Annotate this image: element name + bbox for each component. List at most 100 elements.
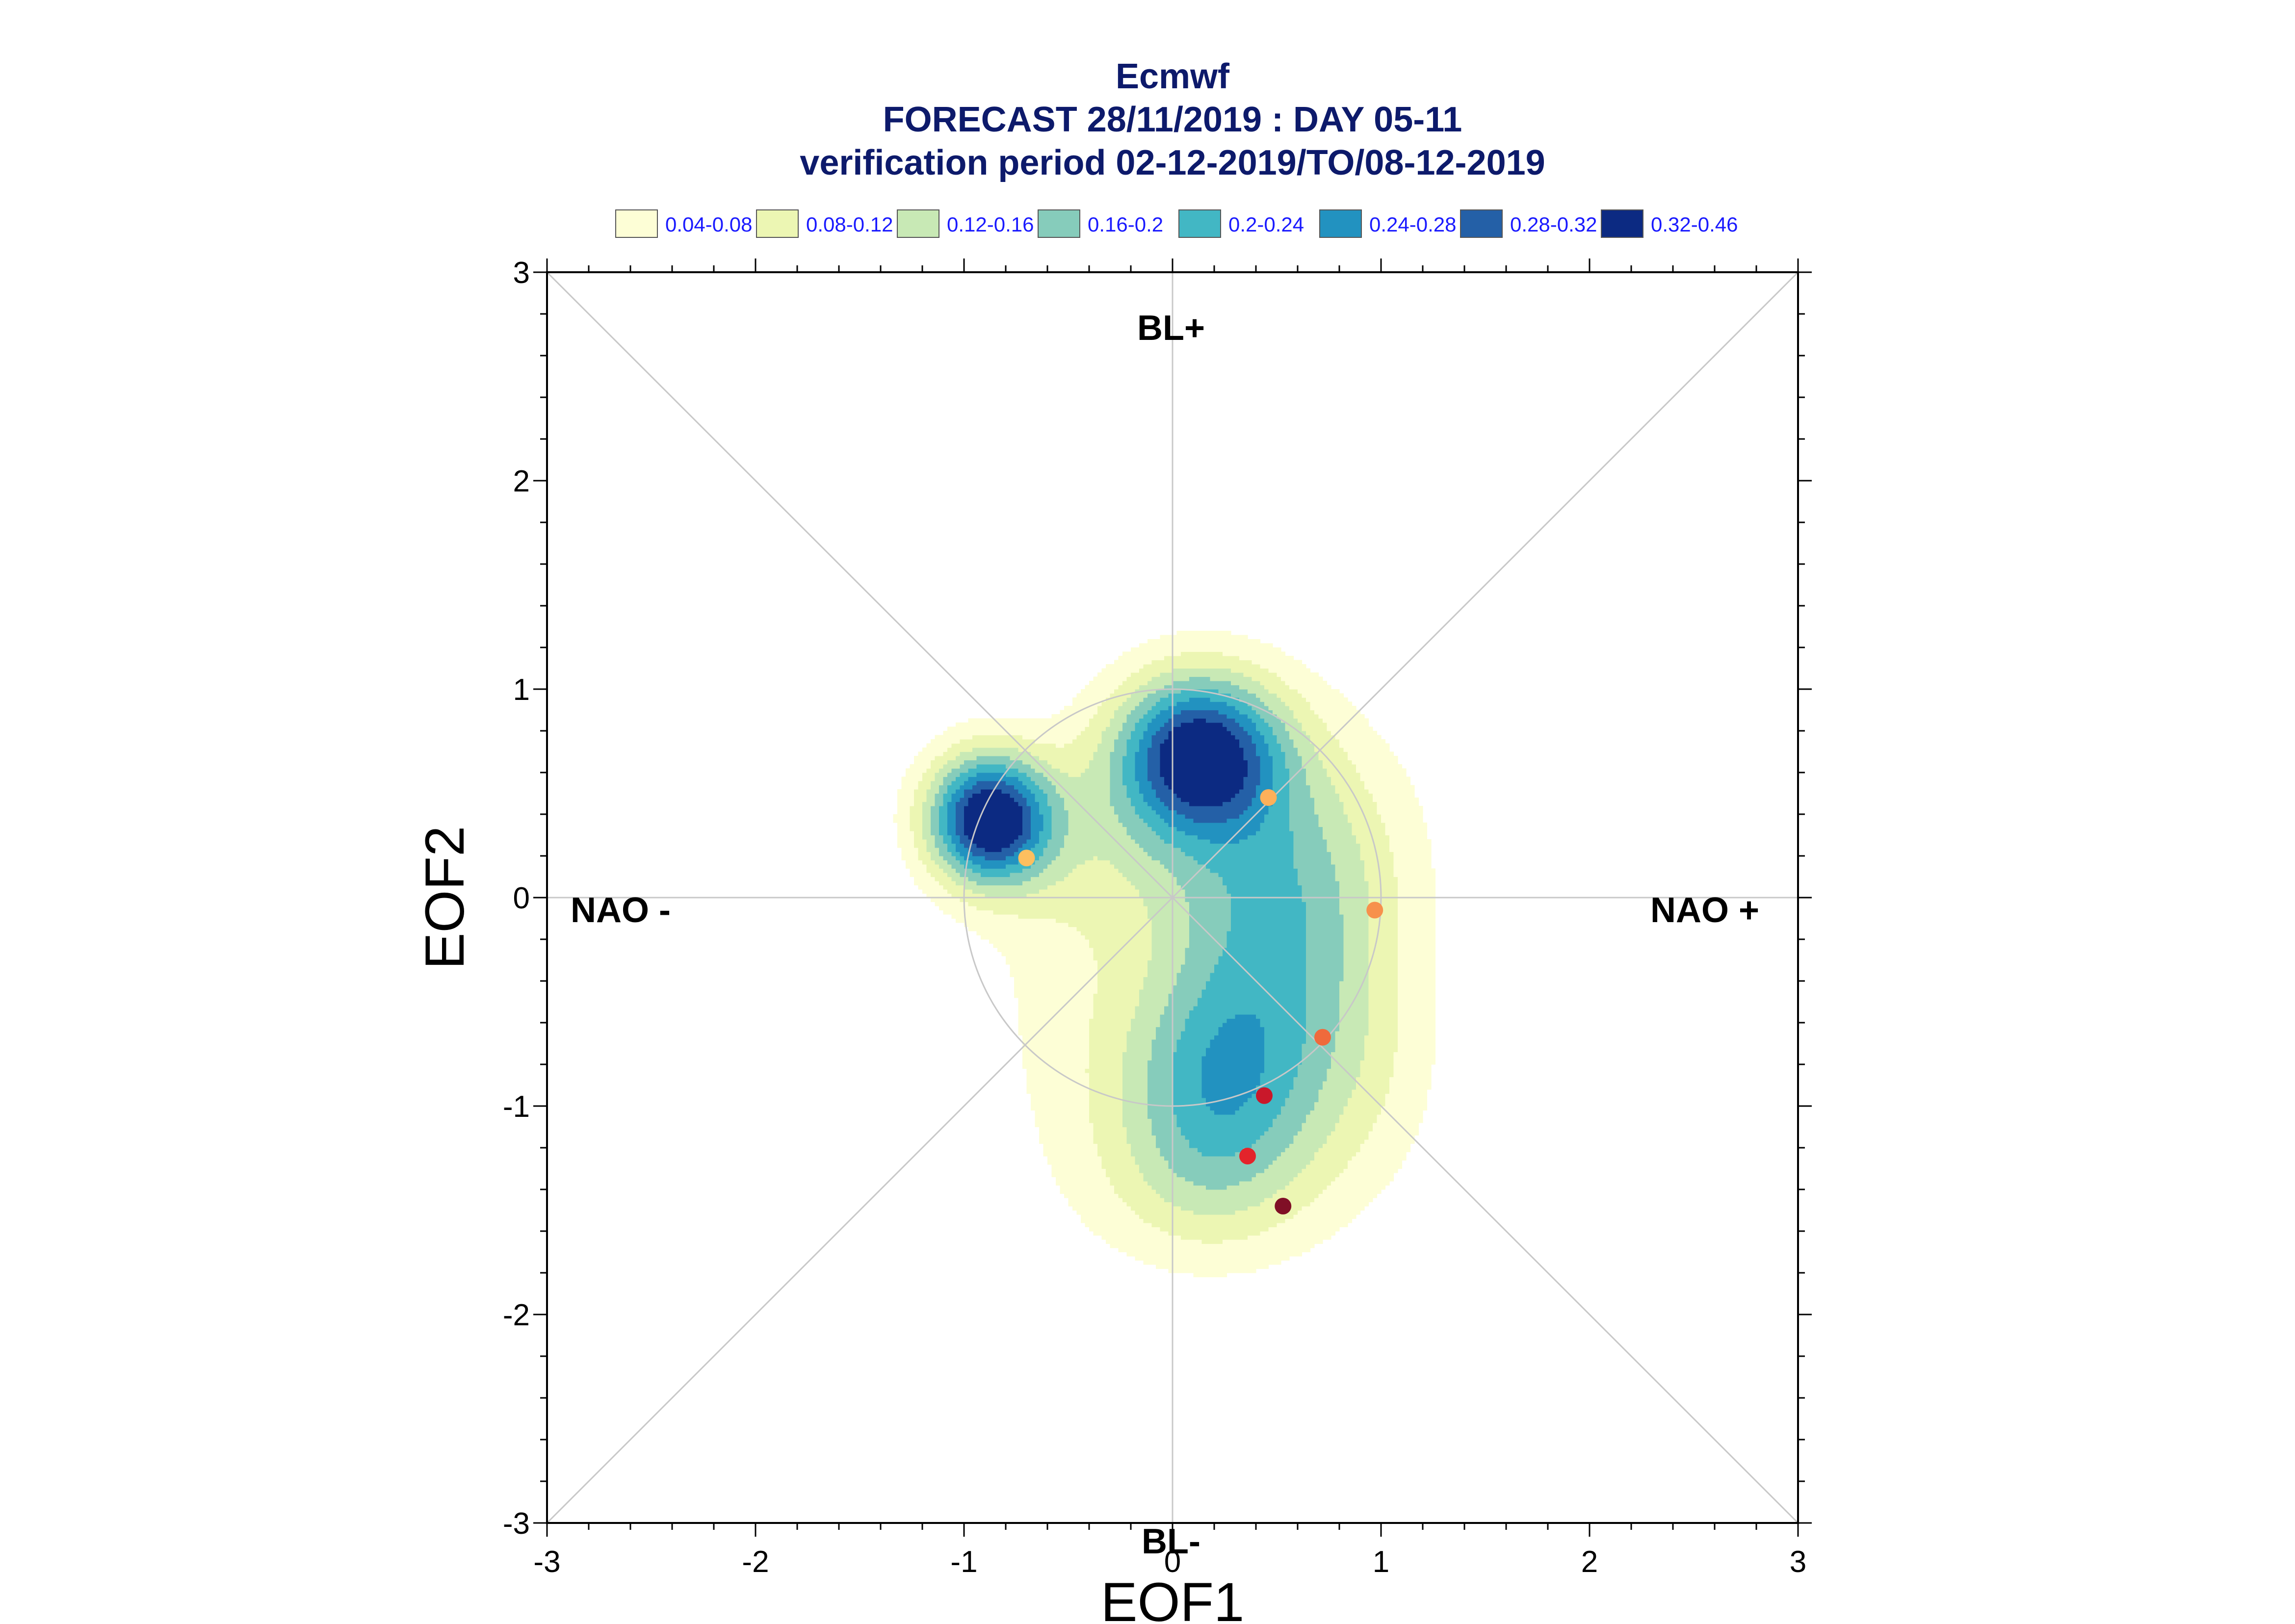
density-cell xyxy=(1072,1202,1077,1207)
density-cell xyxy=(1039,873,1044,877)
density-cell xyxy=(1060,806,1065,811)
density-cell xyxy=(972,927,977,931)
density-cell xyxy=(981,856,986,861)
density-cell xyxy=(1101,1114,1106,1119)
density-cell xyxy=(1126,1077,1131,1082)
density-cell xyxy=(1089,1014,1094,1019)
density-cell xyxy=(1118,935,1123,940)
density-cell xyxy=(1014,952,1019,956)
density-cell xyxy=(926,860,931,865)
density-cell xyxy=(1114,835,1119,840)
density-cell xyxy=(1085,1148,1090,1153)
density-cell xyxy=(1035,785,1040,790)
density-cell xyxy=(1039,956,1044,961)
density-cell xyxy=(1039,1060,1044,1065)
density-cell xyxy=(1139,943,1144,948)
density-cell xyxy=(1026,948,1031,953)
density-cell xyxy=(1060,1168,1065,1173)
density-cell xyxy=(976,748,981,752)
density-cell xyxy=(1060,989,1065,994)
density-cell xyxy=(1089,856,1094,861)
density-cell xyxy=(1093,889,1098,894)
density-cell xyxy=(1064,1064,1069,1069)
density-cell xyxy=(1085,1152,1090,1157)
density-cell xyxy=(964,889,969,894)
density-cell xyxy=(1126,726,1131,731)
density-cell xyxy=(1018,835,1023,840)
density-cell xyxy=(1131,851,1136,856)
density-cell xyxy=(1001,923,1006,928)
density-cell xyxy=(935,743,939,748)
density-cell xyxy=(1093,1181,1098,1186)
density-cell xyxy=(981,823,986,827)
density-cell xyxy=(1043,1093,1048,1098)
density-cell xyxy=(964,773,969,777)
density-cell xyxy=(1085,876,1090,881)
density-cell xyxy=(1072,989,1077,994)
density-cell xyxy=(1135,1256,1140,1261)
density-cell xyxy=(1126,1181,1131,1186)
density-cell xyxy=(1093,722,1098,727)
density-cell xyxy=(1043,977,1048,981)
density-cell xyxy=(1076,810,1081,815)
density-cell xyxy=(956,881,961,886)
density-cell xyxy=(960,731,965,736)
density-cell xyxy=(981,876,986,881)
density-cell xyxy=(1101,1073,1106,1078)
density-cell xyxy=(1114,1056,1119,1061)
density-cell xyxy=(1035,1014,1040,1019)
density-cell xyxy=(1001,735,1006,740)
density-cell xyxy=(989,856,994,861)
density-cell xyxy=(1076,939,1081,944)
density-cell xyxy=(1097,1073,1102,1078)
density-cell xyxy=(972,906,977,911)
density-cell xyxy=(960,785,965,790)
density-cell xyxy=(997,826,1002,831)
density-cell xyxy=(1043,906,1048,911)
density-cell xyxy=(1022,1052,1027,1057)
density-cell xyxy=(1006,918,1011,923)
density-cell xyxy=(1114,1198,1119,1203)
density-cell xyxy=(1026,756,1031,761)
density-cell xyxy=(989,814,994,819)
density-cell xyxy=(1064,801,1069,806)
density-cell xyxy=(1010,751,1015,756)
density-cell xyxy=(1001,839,1006,844)
density-cell xyxy=(1047,1089,1052,1094)
density-cell xyxy=(1101,751,1106,756)
density-cell xyxy=(1118,1089,1123,1094)
density-cell xyxy=(1010,964,1015,969)
density-cell xyxy=(1101,1018,1106,1023)
density-cell xyxy=(1106,751,1111,756)
density-cell xyxy=(1026,1043,1031,1048)
density-cell xyxy=(1101,939,1106,944)
density-cell xyxy=(981,748,986,752)
density-cell xyxy=(1122,1081,1127,1086)
density-cell xyxy=(918,881,923,886)
density-cell xyxy=(1056,714,1061,719)
density-cell xyxy=(956,893,961,898)
density-cell xyxy=(1110,664,1115,669)
density-cell xyxy=(968,764,973,769)
density-cell xyxy=(1122,826,1127,831)
density-cell xyxy=(1139,773,1144,777)
density-cell xyxy=(993,839,998,844)
density-cell xyxy=(1097,693,1102,698)
density-cell xyxy=(1014,960,1019,965)
density-cell xyxy=(1135,906,1140,911)
density-cell xyxy=(1026,935,1031,940)
density-cell xyxy=(1001,889,1006,894)
density-cell xyxy=(1018,893,1023,898)
density-cell xyxy=(1106,743,1111,748)
density-cell xyxy=(964,848,969,852)
density-cell xyxy=(1110,1114,1115,1119)
density-cell xyxy=(1093,1168,1098,1173)
density-cell xyxy=(976,801,981,806)
density-cell xyxy=(1118,1048,1123,1053)
density-cell xyxy=(1097,993,1102,998)
density-cell xyxy=(1135,1060,1140,1065)
density-cell xyxy=(1085,851,1090,856)
density-cell xyxy=(1072,1106,1077,1111)
density-cell xyxy=(1047,848,1052,852)
density-cell xyxy=(1014,856,1019,861)
